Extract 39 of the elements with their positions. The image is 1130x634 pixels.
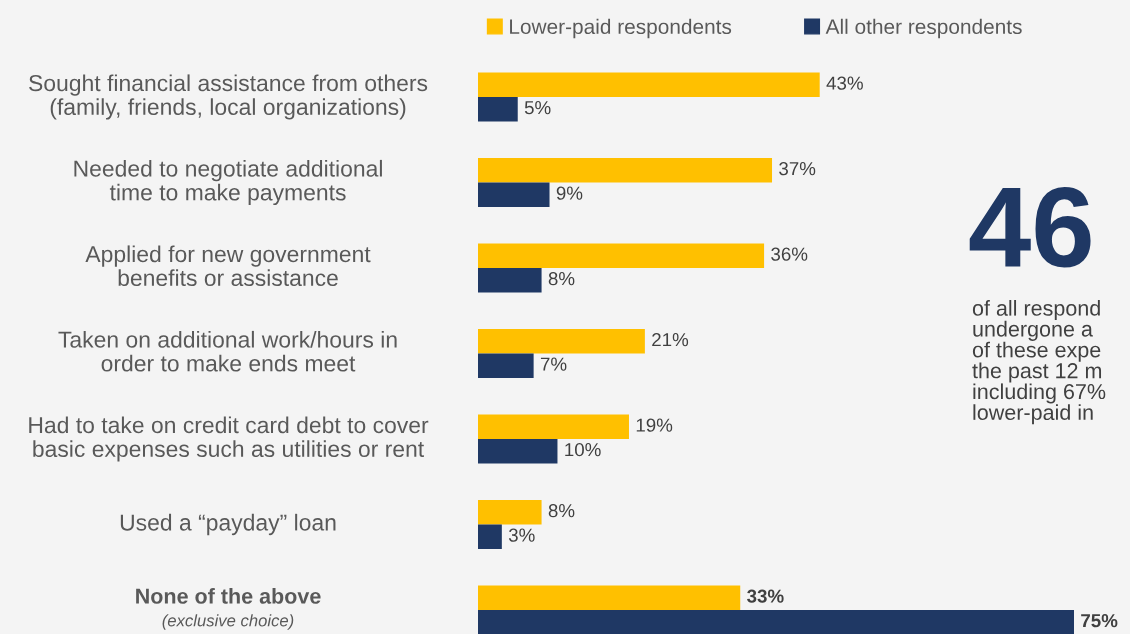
data-label: 7% [540,357,567,371]
bar [478,353,534,378]
y-tick-label: None of the above (exclusive choice) [136,587,321,630]
legend-label: All other respondents [825,18,1022,39]
data-label: 3% [508,528,535,542]
data-label: 10% [565,443,601,457]
bar [478,97,518,122]
y-tick-label: Used a “payday” loan [120,513,336,536]
y-tick-label: Taken on additional work/hours in order to make ends meet [58,330,397,372]
data-label: 5% [524,101,551,115]
data-label: 33% [747,589,784,603]
bar [478,610,1074,634]
data-label: 9% [556,186,583,200]
bar [478,268,542,293]
bar [478,524,502,549]
bar [478,329,645,354]
bar [478,182,550,207]
data-label: 43% [826,76,863,90]
y-tick-label: Had to take on credit card debt to cover basic expenses such as utilities or rent [29,416,429,462]
data-label: 36% [771,247,808,261]
bar [478,158,773,183]
data-label: 8% [548,504,575,518]
data-label: 19% [636,418,673,432]
data-label: 8% [548,272,575,286]
legend-label: Lower-paid respondents [510,18,732,39]
bar [478,72,820,97]
bar [478,243,765,268]
data-label: 21% [652,333,689,347]
bar [478,585,741,610]
y-tick-label: Needed to negotiate additional time to make payments [74,159,382,206]
y-tick-label: Applied for new government benefits or assistance [85,245,371,287]
bar [478,414,629,439]
annotation: 46 [969,186,1091,268]
annotation: of all respond undergone a of these expe the past 12 m including 67% lower-paid in [972,300,1106,425]
bar [478,500,542,525]
y-tick-label: Sought financial assistance from others (family, friends, local organizations) [29,74,428,120]
data-label: 75% [1081,614,1118,628]
data-label: 37% [779,162,816,176]
bar [478,439,558,464]
